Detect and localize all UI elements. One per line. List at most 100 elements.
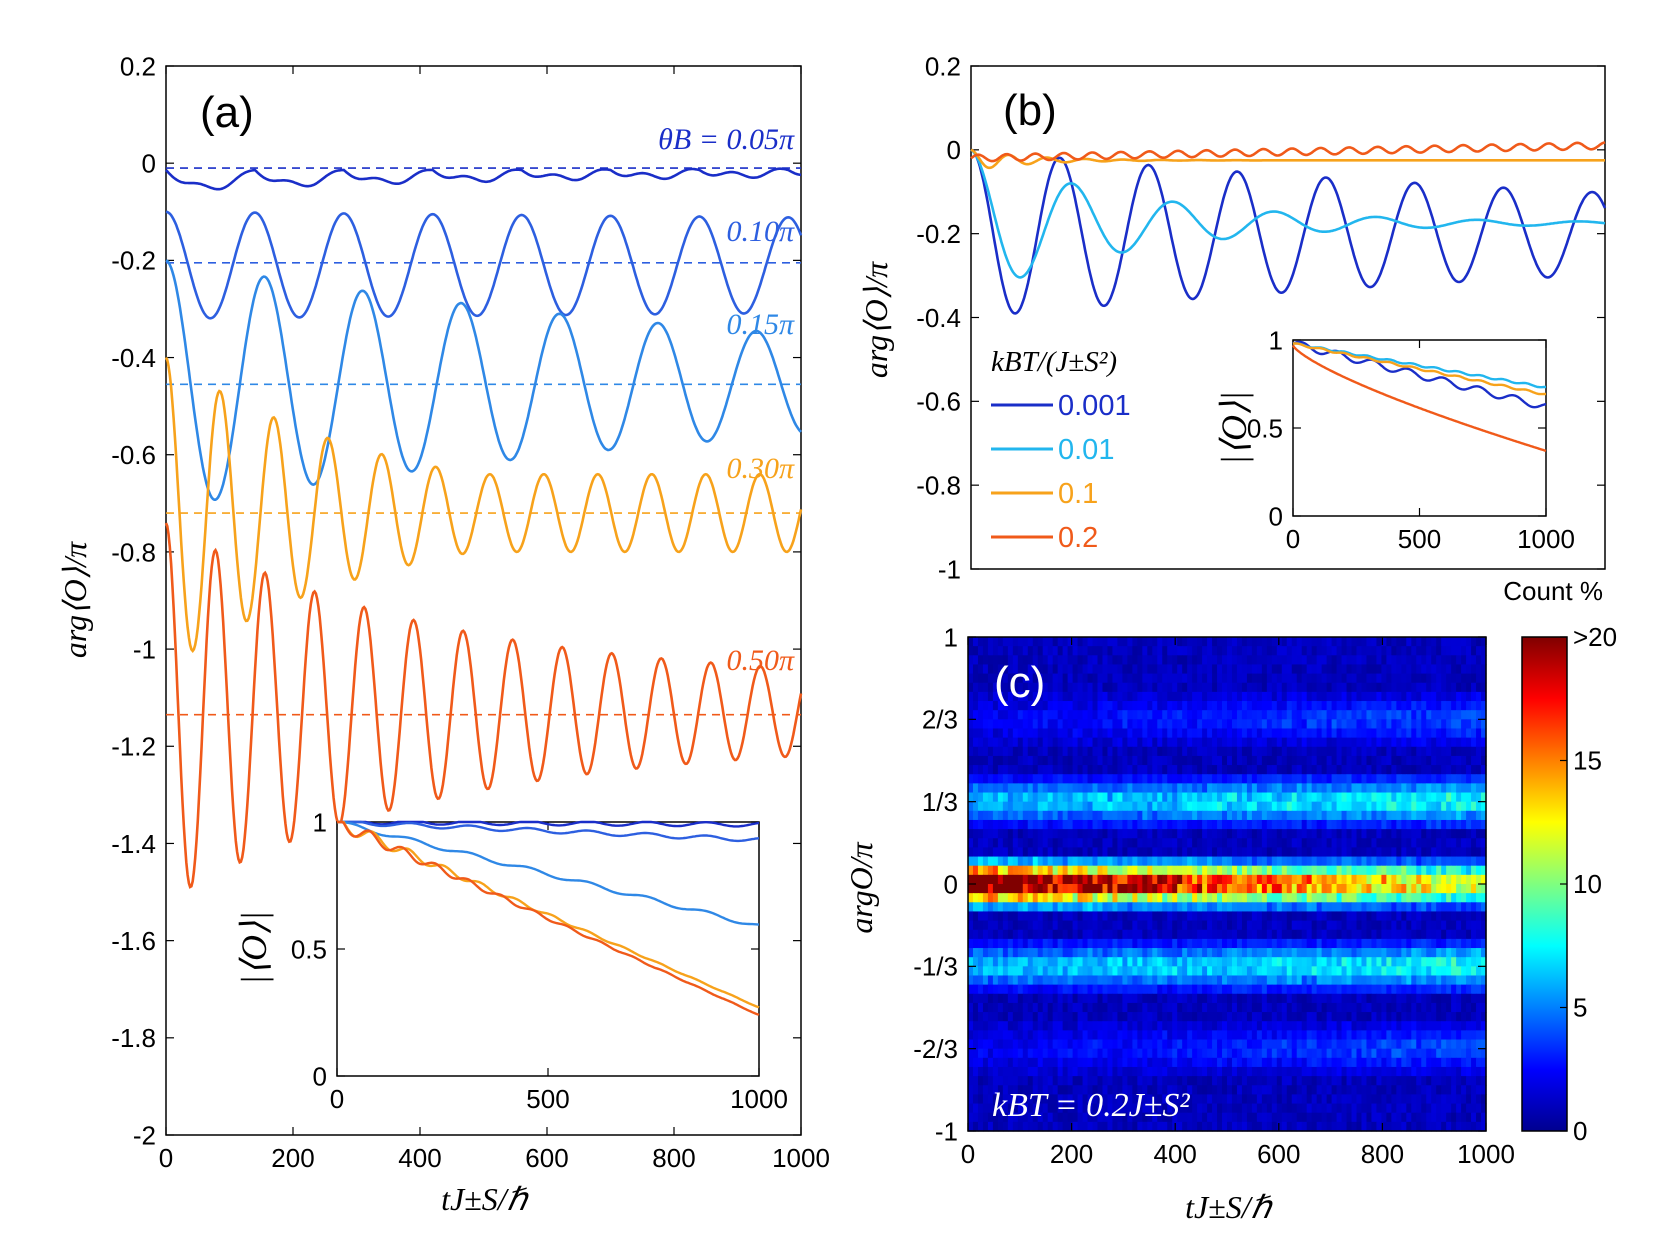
heatmap-cell bbox=[1062, 673, 1069, 684]
heatmap-cell bbox=[1381, 829, 1387, 839]
heatmap-cell bbox=[1122, 719, 1128, 730]
heatmap-cell bbox=[1052, 893, 1059, 903]
heatmap-cell bbox=[1386, 801, 1392, 812]
heatmap-cell bbox=[1012, 993, 1019, 1004]
heatmap-cell bbox=[1266, 774, 1273, 784]
heatmap-cell bbox=[1261, 856, 1268, 867]
heatmap-cell bbox=[1336, 1012, 1343, 1022]
heatmap-cell bbox=[1396, 838, 1402, 849]
heatmap-cell bbox=[1246, 810, 1253, 821]
heatmap-cell bbox=[1157, 774, 1163, 784]
heatmap-cell bbox=[1391, 710, 1397, 720]
heatmap-cell bbox=[1137, 929, 1143, 940]
heatmap-cell bbox=[1127, 975, 1133, 986]
heatmap-cell bbox=[1311, 783, 1318, 794]
heatmap-cell bbox=[1027, 783, 1034, 794]
heatmap-cell bbox=[1192, 1030, 1198, 1041]
heatmap-cell bbox=[1222, 646, 1228, 656]
heatmap-cell bbox=[1231, 819, 1238, 830]
heatmap-cell bbox=[968, 783, 974, 794]
heatmap-cell bbox=[1062, 646, 1069, 656]
panel-b-inset: 10.500 500 1000 |⟨O⟩| bbox=[1214, 325, 1575, 554]
heatmap-cell bbox=[1466, 774, 1472, 784]
heatmap-cell bbox=[1331, 755, 1338, 766]
heatmap-cell bbox=[1291, 1002, 1298, 1013]
heatmap-cell bbox=[1366, 865, 1373, 876]
heatmap-cell bbox=[1172, 1048, 1178, 1059]
heatmap-cell bbox=[1441, 655, 1447, 666]
heatmap-cell bbox=[1411, 755, 1417, 766]
heatmap-cell bbox=[1177, 737, 1183, 748]
heatmap-cell bbox=[1446, 884, 1452, 894]
heatmap-cell bbox=[1441, 948, 1447, 958]
heatmap-cell bbox=[1306, 765, 1313, 775]
heatmap-cell bbox=[1446, 874, 1452, 885]
heatmap-cell bbox=[1236, 746, 1243, 757]
heatmap-cell bbox=[1401, 847, 1407, 858]
heatmap-cell bbox=[1276, 938, 1283, 949]
heatmap-cell bbox=[1411, 957, 1417, 967]
heatmap-cell bbox=[1476, 810, 1482, 821]
heatmap-cell bbox=[1092, 1021, 1099, 1031]
heatmap-cell bbox=[1217, 737, 1223, 748]
heatmap-cell bbox=[1381, 701, 1387, 711]
heatmap-cell bbox=[1316, 637, 1323, 647]
heatmap-cell bbox=[1351, 701, 1358, 711]
heatmap-cell bbox=[1227, 984, 1233, 995]
heatmap-cell bbox=[1007, 884, 1014, 894]
heatmap-cell bbox=[1381, 902, 1387, 913]
heatmap-cell bbox=[1022, 810, 1029, 821]
heatmap-cell bbox=[1356, 975, 1363, 986]
heatmap-cell bbox=[1271, 682, 1278, 693]
heatmap-cell bbox=[982, 801, 989, 812]
heatmap-cell bbox=[1102, 938, 1109, 949]
heatmap-cell bbox=[1192, 929, 1198, 940]
heatmap-cell bbox=[1291, 774, 1298, 784]
heatmap-cell bbox=[1127, 1057, 1133, 1068]
heatmap-cell bbox=[1187, 691, 1193, 702]
heatmap-cell bbox=[1192, 874, 1198, 885]
heatmap-cell bbox=[1097, 1012, 1104, 1022]
heatmap-cell bbox=[1142, 1030, 1148, 1041]
heatmap-cell bbox=[1187, 765, 1193, 775]
heatmap-cell bbox=[1326, 728, 1333, 739]
heatmap-cell bbox=[1296, 774, 1303, 784]
heatmap-cell bbox=[982, 710, 989, 720]
heatmap-cell bbox=[1446, 765, 1452, 775]
heatmap-cell bbox=[997, 765, 1004, 775]
heatmap-cell bbox=[1361, 646, 1368, 656]
heatmap-cell bbox=[1246, 673, 1253, 684]
heatmap-cell bbox=[1266, 765, 1273, 775]
heatmap-cell bbox=[1157, 819, 1163, 830]
heatmap-cell bbox=[1346, 902, 1353, 913]
heatmap-cell bbox=[1042, 957, 1049, 967]
heatmap-cell bbox=[1137, 957, 1143, 967]
heatmap-cell bbox=[997, 993, 1004, 1004]
heatmap-cell bbox=[1022, 801, 1029, 812]
heatmap-cell bbox=[1301, 1039, 1308, 1050]
heatmap-cell bbox=[1396, 691, 1402, 702]
heatmap-cell bbox=[1311, 966, 1318, 977]
heatmap-cell bbox=[1301, 893, 1308, 903]
heatmap-cell bbox=[1261, 984, 1268, 995]
heatmap-cell bbox=[1172, 774, 1178, 784]
heatmap-cell bbox=[1356, 911, 1363, 922]
heatmap-cell bbox=[1256, 938, 1263, 949]
heatmap-cell bbox=[1077, 646, 1084, 656]
heatmap-cell bbox=[997, 810, 1004, 821]
heatmap-cell bbox=[1217, 957, 1223, 967]
heatmap-cell bbox=[1281, 664, 1288, 675]
heatmap-cell bbox=[1127, 655, 1133, 666]
heatmap-cell bbox=[1077, 1012, 1084, 1022]
heatmap-cell bbox=[1346, 847, 1353, 858]
heatmap-cell bbox=[1341, 948, 1348, 958]
heatmap-cell bbox=[1381, 646, 1387, 656]
heatmap-cell bbox=[1251, 728, 1258, 739]
heatmap-cell bbox=[1172, 737, 1178, 748]
heatmap-cell bbox=[1077, 765, 1084, 775]
heatmap-cell bbox=[1197, 1048, 1203, 1059]
heatmap-cell bbox=[1366, 682, 1373, 693]
heatmap-cell bbox=[1007, 701, 1014, 711]
heatmap-cell bbox=[1092, 801, 1099, 812]
heatmap-cell bbox=[1007, 966, 1014, 977]
